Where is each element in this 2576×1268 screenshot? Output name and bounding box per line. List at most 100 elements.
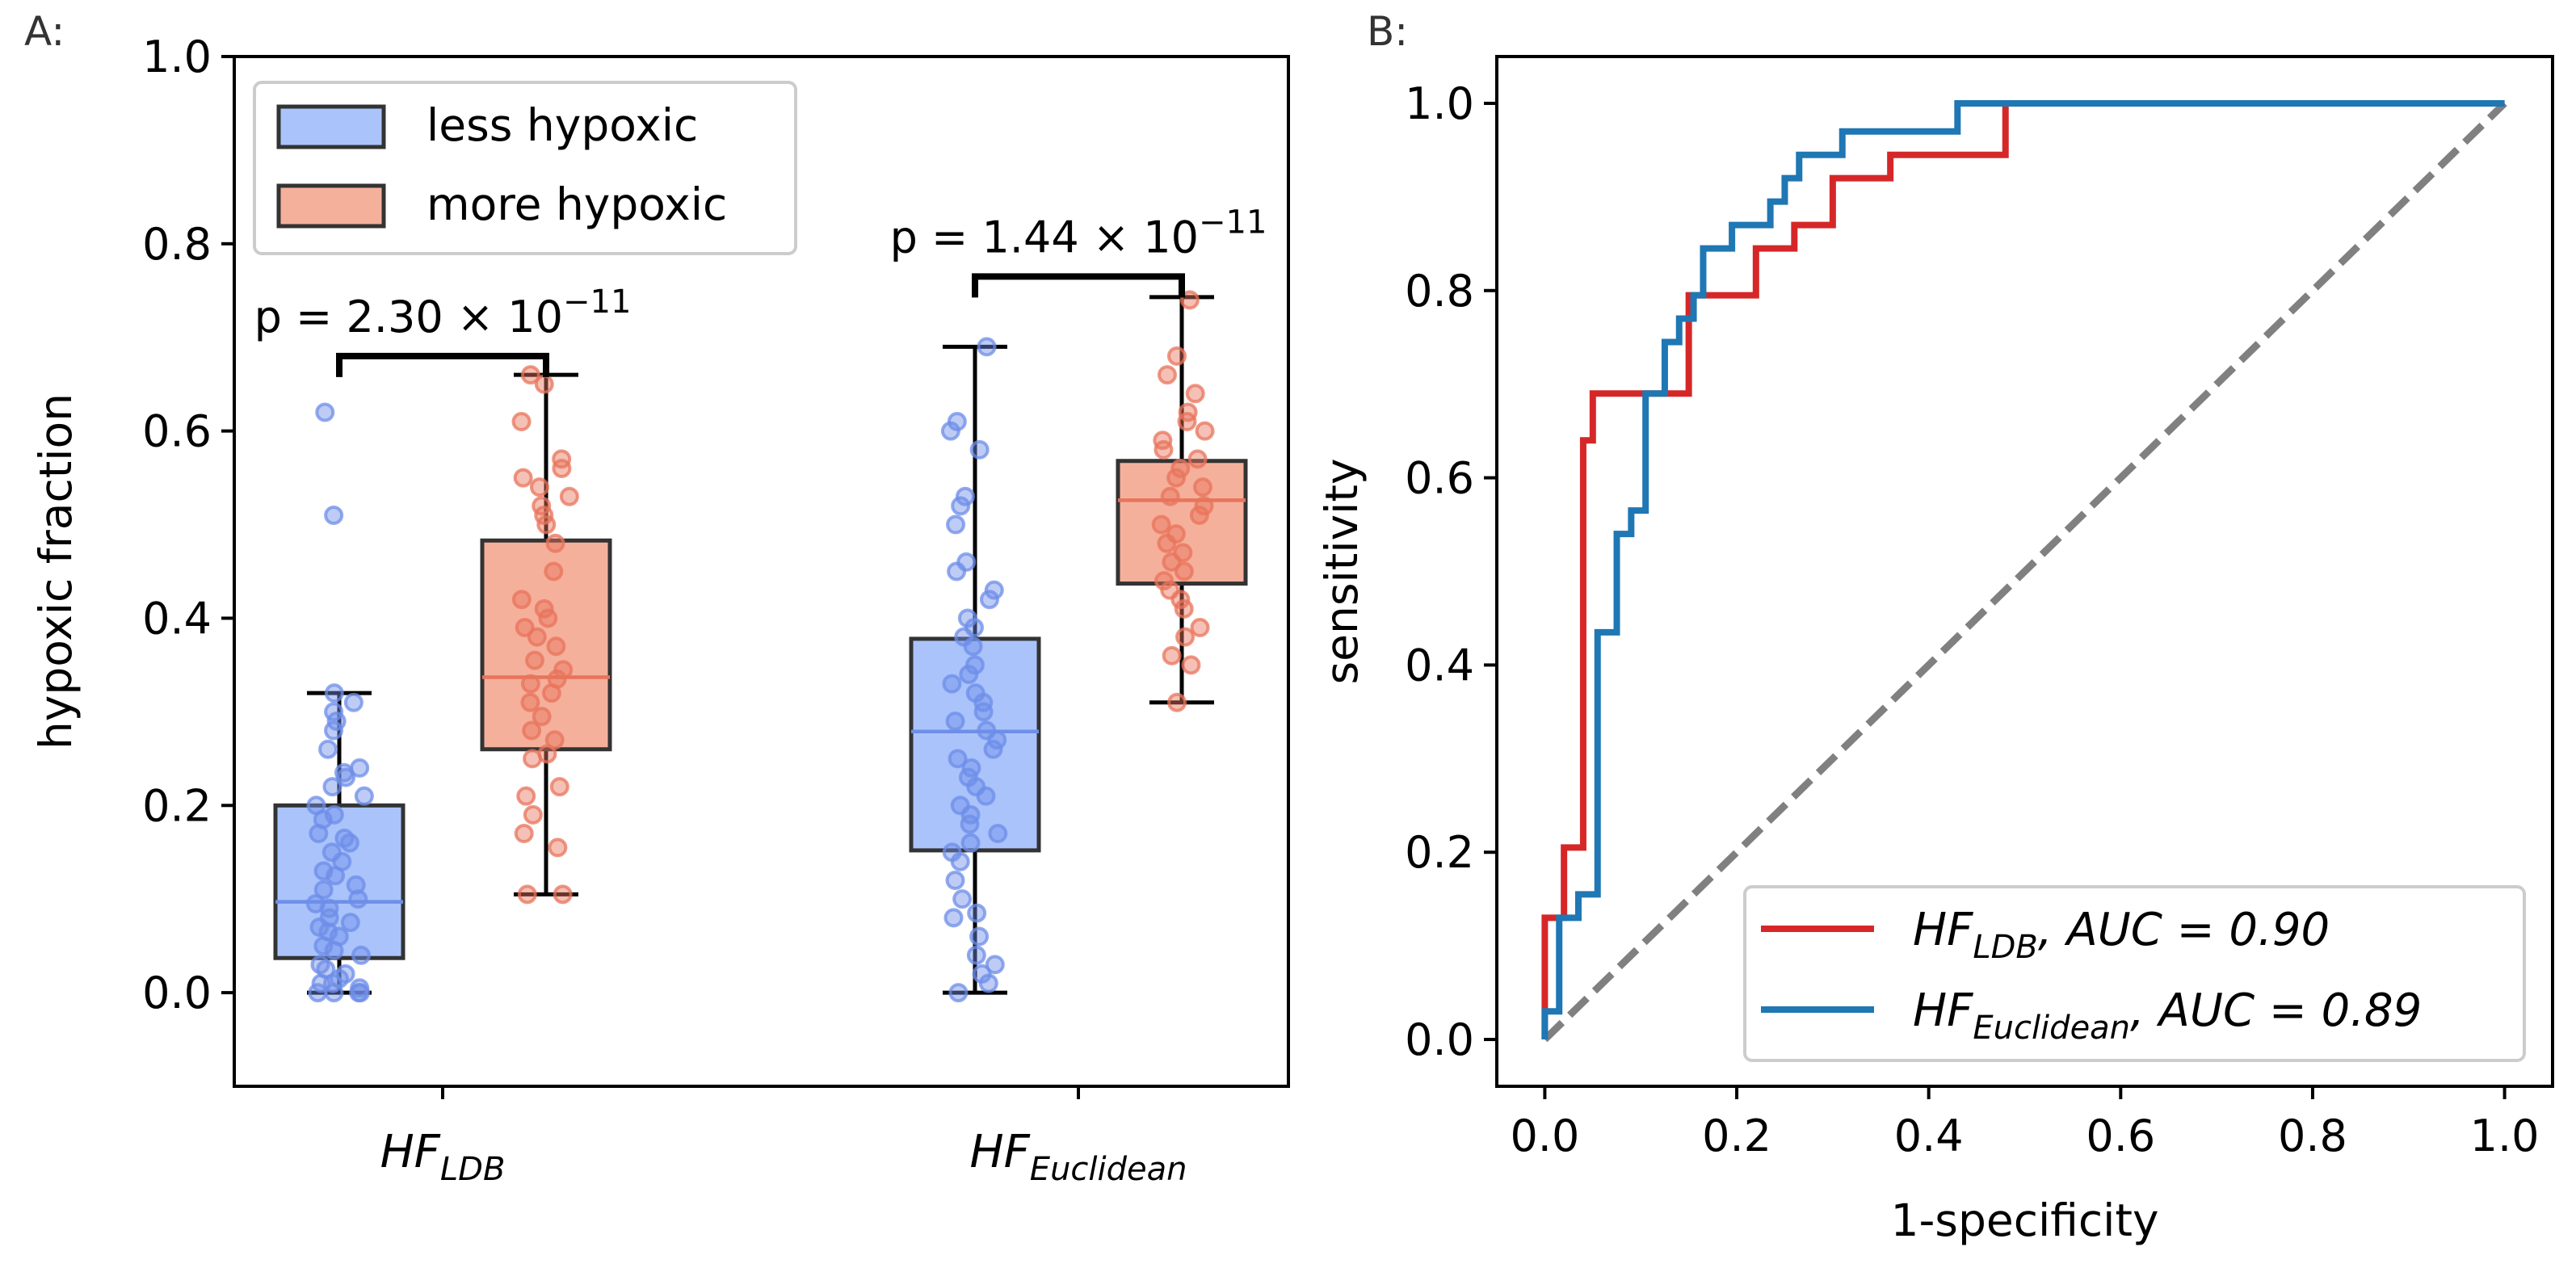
data-point	[946, 514, 966, 535]
data-point	[988, 824, 1008, 844]
roc-curves	[1541, 99, 2507, 1043]
data-point	[354, 786, 374, 806]
data-point	[948, 983, 969, 1003]
y-tick-label: 0.8	[142, 219, 212, 270]
data-point	[324, 505, 344, 525]
data-point	[324, 804, 344, 825]
data-point	[1173, 543, 1193, 563]
data-point	[967, 903, 987, 923]
data-point	[348, 889, 368, 909]
legend-swatch	[276, 183, 386, 229]
box-group	[273, 295, 1248, 995]
pvalue-exponent: −11	[1199, 204, 1267, 241]
data-point	[520, 692, 540, 712]
x-tick-label: HFLDB	[380, 1126, 506, 1188]
data-point	[318, 739, 338, 759]
y-tick-label: 1.0	[142, 31, 212, 82]
y-tick-label: 0.6	[142, 406, 212, 457]
data-point	[951, 496, 971, 516]
data-point	[1195, 421, 1215, 441]
data-point	[942, 842, 962, 863]
data-point	[315, 402, 335, 422]
legend-frame	[253, 81, 797, 255]
legend-label-subscript: Euclidean	[1973, 1010, 2130, 1047]
data-point	[977, 720, 997, 741]
legend: less hypoxic more hypoxic	[253, 81, 797, 255]
x-tick-label: HFEuclidean	[969, 1126, 1187, 1188]
scatter-points	[305, 290, 1215, 1003]
x-tick-label: 0.8	[2278, 1111, 2347, 1161]
axes-frame	[1495, 55, 2554, 1088]
data-point	[548, 838, 568, 858]
x-tick-label: 0.6	[2086, 1111, 2155, 1161]
legend-swatch	[276, 104, 386, 149]
data-point	[979, 590, 999, 610]
data-point	[1160, 486, 1180, 506]
data-point	[552, 449, 572, 469]
x-tick-label-base: HF	[380, 1126, 441, 1178]
significance-bracket	[336, 352, 549, 377]
data-point	[969, 439, 990, 460]
pvalue-exponent: −11	[563, 283, 631, 321]
data-point	[511, 412, 532, 432]
data-point	[516, 786, 536, 806]
x-axis-ticks: HFLDB HFEuclidean	[380, 1086, 1187, 1188]
data-point	[1166, 524, 1186, 544]
data-point	[961, 758, 981, 778]
data-point	[955, 486, 975, 506]
data-point	[1189, 505, 1209, 525]
pvalue-base: p = 1.44 × 10	[890, 212, 1199, 262]
data-point	[310, 955, 330, 975]
x-axis-label: 1-specificity	[1890, 1195, 2158, 1246]
data-point	[351, 945, 372, 965]
legend-frame	[1743, 885, 2526, 1062]
data-point	[950, 796, 970, 816]
data-point	[1154, 571, 1175, 591]
significance-bracket	[972, 273, 1185, 298]
data-point	[321, 842, 342, 863]
data-point	[945, 711, 965, 731]
x-tick-label: 0.2	[1702, 1111, 1771, 1161]
data-point	[553, 660, 574, 680]
data-point	[517, 884, 537, 905]
x-tick-label-base: HF	[969, 1126, 1030, 1178]
data-point	[1187, 449, 1208, 469]
data-point	[1194, 496, 1214, 516]
data-point	[527, 627, 547, 647]
data-point	[340, 913, 360, 933]
data-point	[514, 824, 534, 844]
data-point	[544, 730, 565, 750]
data-point	[943, 908, 964, 928]
data-point	[334, 828, 355, 848]
legend-label: HFEuclidean, AUC = 0.89	[1913, 985, 2422, 1047]
y-axis-ticks: 0.0 0.2 0.4 0.6 0.8 1.0	[142, 31, 234, 1018]
chance-line	[1542, 100, 2507, 1043]
y-tick-label: 0.6	[1405, 453, 1474, 504]
data-point	[343, 692, 363, 712]
data-point	[313, 861, 334, 881]
data-point	[559, 486, 579, 506]
data-point	[1157, 365, 1177, 385]
data-point	[1174, 561, 1194, 582]
y-tick-label: 0.8	[1405, 266, 1474, 317]
data-point	[532, 707, 552, 727]
significance-brackets: p = 2.30 × 10−11p = 1.44 × 10−11	[254, 204, 1267, 377]
data-point	[523, 804, 543, 825]
data-point	[553, 884, 573, 905]
data-point	[324, 683, 344, 703]
data-point	[511, 590, 532, 610]
y-tick-label: 0.2	[142, 780, 212, 831]
data-point	[1185, 384, 1205, 404]
data-point	[322, 777, 342, 797]
data-point	[942, 674, 962, 694]
x-tick-label: 0.4	[1894, 1111, 1964, 1161]
x-tick-label-subscript: Euclidean	[1030, 1151, 1187, 1188]
legend-label-subscript: LDB	[1973, 929, 2038, 966]
data-point	[952, 889, 973, 909]
data-point	[1179, 290, 1200, 310]
data-point	[957, 608, 977, 628]
data-point	[965, 683, 985, 703]
pvalue-label: p = 1.44 × 10−11	[890, 204, 1267, 262]
